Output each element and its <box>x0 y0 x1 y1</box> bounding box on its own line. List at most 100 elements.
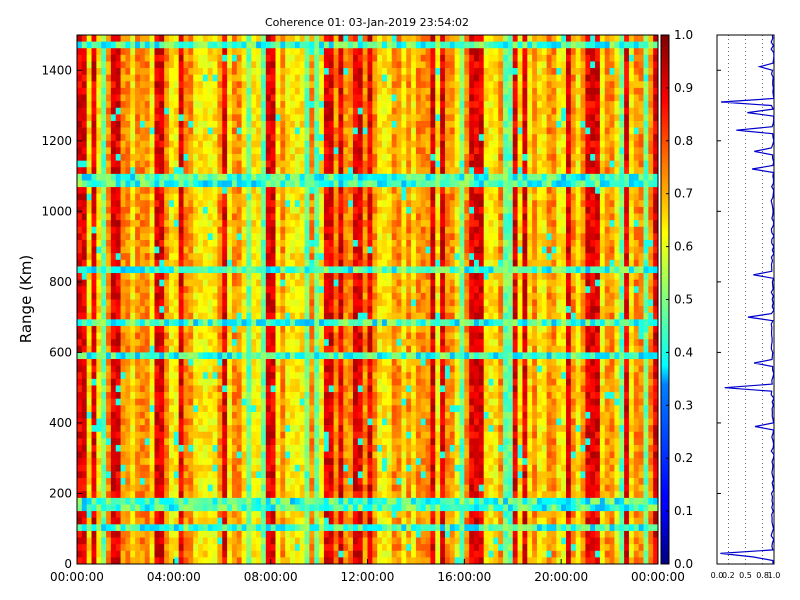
heatmap-cell <box>590 239 596 247</box>
heatmap-cell <box>168 68 175 76</box>
heatmap-cell <box>570 107 577 115</box>
heatmap-cell <box>478 74 485 82</box>
heatmap-cell <box>532 140 538 148</box>
heatmap-cell <box>333 74 339 82</box>
heatmap-cell <box>527 81 533 89</box>
heatmap-cell <box>561 154 567 162</box>
heatmap-cell <box>546 160 552 168</box>
heatmap-cell <box>474 253 480 261</box>
heatmap-cell <box>110 154 117 162</box>
heatmap-cell <box>648 187 654 195</box>
heatmap-cell <box>154 220 160 228</box>
heatmap-cell <box>110 220 117 228</box>
heatmap-cell <box>536 187 543 195</box>
heatmap-cell <box>343 180 349 188</box>
heatmap-cell <box>619 54 625 62</box>
heatmap-cell <box>333 259 339 267</box>
heatmap-cell <box>386 120 393 128</box>
heatmap-cell <box>411 140 417 148</box>
heatmap-cell <box>299 246 305 254</box>
heatmap-cell <box>135 279 141 287</box>
heatmap-cell <box>444 167 451 175</box>
heatmap-cell <box>130 266 136 274</box>
heatmap-cell <box>86 273 92 281</box>
heatmap-cell <box>536 120 543 128</box>
heatmap-cell <box>459 173 465 181</box>
heatmap-cell <box>585 107 591 115</box>
heatmap-cell <box>391 61 397 69</box>
heatmap-cell <box>604 246 610 254</box>
heatmap-cell <box>517 107 523 115</box>
heatmap-cell <box>125 61 131 69</box>
heatmap-cell <box>314 299 320 307</box>
heatmap-cell <box>415 54 422 62</box>
heatmap-cell <box>575 206 581 214</box>
heatmap-cell <box>411 306 417 314</box>
heatmap-cell <box>110 299 117 307</box>
heatmap-cell <box>357 206 364 214</box>
heatmap-cell <box>628 259 635 267</box>
heatmap-cell <box>106 74 112 82</box>
heatmap-cell <box>265 87 272 95</box>
heatmap-cell <box>449 94 456 102</box>
heatmap-cell <box>624 87 630 95</box>
heatmap-cell <box>188 54 194 62</box>
heatmap-cell <box>173 41 180 49</box>
heatmap-cell <box>275 180 281 188</box>
heatmap-cell <box>527 54 533 62</box>
heatmap-cell <box>454 187 460 195</box>
heatmap-cell <box>101 213 107 221</box>
heatmap-cell <box>454 239 460 247</box>
heatmap-cell <box>532 213 538 221</box>
heatmap-cell <box>328 206 335 214</box>
heatmap-cell <box>643 246 649 254</box>
heatmap-cell <box>624 253 630 261</box>
heatmap-cell <box>638 220 644 228</box>
heatmap-cell <box>377 74 383 82</box>
heatmap-cell <box>638 74 644 82</box>
heatmap-cell <box>231 94 238 102</box>
heatmap-cell <box>498 48 504 56</box>
heatmap-cell <box>222 81 228 89</box>
heatmap-cell <box>396 147 402 155</box>
heatmap-cell <box>648 226 654 234</box>
heatmap-cell <box>178 187 184 195</box>
heatmap-cell <box>377 220 383 228</box>
heatmap-cell <box>444 48 451 56</box>
heatmap-cell <box>648 48 654 56</box>
heatmap-cell <box>115 41 121 49</box>
heatmap-cell <box>503 266 509 274</box>
heatmap-cell <box>227 167 233 175</box>
heatmap-cell <box>609 94 615 102</box>
heatmap-cell <box>125 120 131 128</box>
heatmap-cell <box>386 239 393 247</box>
heatmap-cell <box>628 167 635 175</box>
heatmap-cell <box>91 87 97 95</box>
heatmap-cell <box>522 127 528 135</box>
heatmap-cell <box>411 127 417 135</box>
heatmap-cell <box>561 134 567 142</box>
heatmap-cell <box>512 253 518 261</box>
heatmap-cell <box>101 114 107 122</box>
heatmap-cell <box>638 273 644 281</box>
heatmap-cell <box>260 140 267 148</box>
heatmap-cell <box>469 74 475 82</box>
heatmap-cell <box>440 147 446 155</box>
heatmap-cell <box>425 292 431 300</box>
heatmap-cell <box>420 180 426 188</box>
heatmap-cell <box>125 154 131 162</box>
heatmap-cell <box>246 306 252 314</box>
heatmap-cell <box>595 48 601 56</box>
heatmap-cell <box>120 226 126 234</box>
heatmap-cell <box>411 180 417 188</box>
heatmap-cell <box>401 233 407 241</box>
heatmap-cell <box>391 239 397 247</box>
heatmap-cell <box>328 101 335 109</box>
heatmap-cell <box>202 206 209 214</box>
heatmap-cell <box>120 101 126 109</box>
heatmap-cell <box>566 273 572 281</box>
heatmap-cell <box>241 299 247 307</box>
heatmap-cell <box>503 87 509 95</box>
heatmap-cell <box>527 259 533 267</box>
heatmap-cell <box>183 147 189 155</box>
